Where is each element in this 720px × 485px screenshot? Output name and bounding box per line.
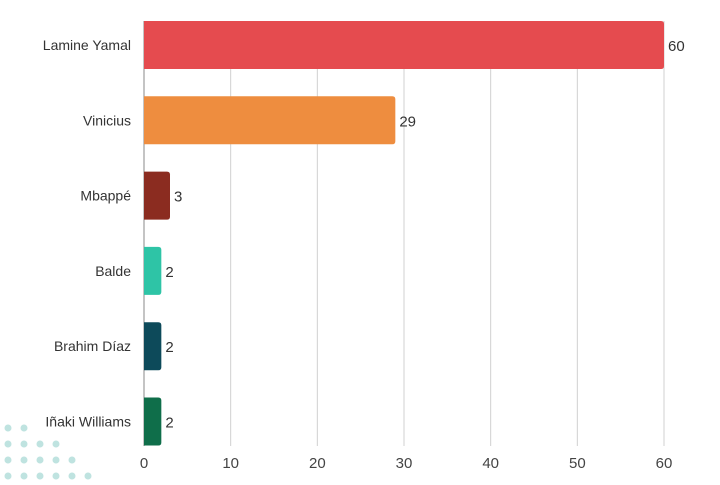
x-tick-label: 60 — [656, 455, 673, 472]
category-label: Balde — [95, 263, 131, 279]
bars — [144, 21, 664, 446]
decor-dot — [4, 424, 12, 432]
data-label: 2 — [165, 415, 173, 432]
x-axis-ticks: 0 10 20 30 40 50 60 — [140, 455, 673, 472]
decor-dot — [68, 472, 76, 480]
data-label: 2 — [165, 339, 173, 356]
decor-dot — [20, 424, 28, 432]
decor-dot — [4, 472, 12, 480]
bar — [144, 322, 162, 371]
decor-dot — [36, 440, 44, 448]
x-tick-label: 30 — [396, 455, 413, 472]
decor-dot — [52, 440, 60, 448]
decor-dot — [68, 456, 76, 464]
category-label: Mbappé — [80, 188, 131, 204]
x-tick-label: 10 — [222, 455, 239, 472]
category-labels: Lamine Yamal Vinicius Mbappé Balde Brahim Dí… — [43, 37, 131, 430]
gridlines — [143, 21, 665, 446]
decor-dot — [20, 472, 28, 480]
data-label: 3 — [174, 189, 182, 206]
bar — [144, 21, 664, 69]
decor-dot — [20, 440, 28, 448]
category-label: Lamine Yamal — [43, 37, 131, 53]
data-label: 2 — [165, 264, 173, 281]
decor-dot — [52, 456, 60, 464]
bar — [144, 96, 396, 145]
bar — [144, 171, 170, 220]
bar — [144, 246, 162, 295]
decor-dot — [52, 472, 60, 480]
decor-dot — [20, 456, 28, 464]
decor-dot — [4, 456, 12, 464]
x-tick-label: 20 — [309, 455, 326, 472]
data-labels: 60 29 3 2 2 2 — [165, 38, 684, 432]
x-tick-label: 50 — [569, 455, 586, 472]
decor-dot — [36, 472, 44, 480]
x-tick-label: 0 — [140, 455, 148, 472]
decor-dot — [4, 440, 12, 448]
x-tick-label: 40 — [482, 455, 499, 472]
decorative-dots — [4, 424, 92, 480]
category-label: Iñaki Williams — [45, 414, 131, 430]
bar — [144, 397, 162, 446]
category-label: Brahim Díaz — [54, 338, 131, 354]
decor-dot — [36, 456, 44, 464]
category-label: Vinicius — [83, 112, 131, 128]
data-label: 60 — [668, 38, 685, 55]
decor-dot — [84, 472, 92, 480]
data-label: 29 — [399, 113, 416, 130]
